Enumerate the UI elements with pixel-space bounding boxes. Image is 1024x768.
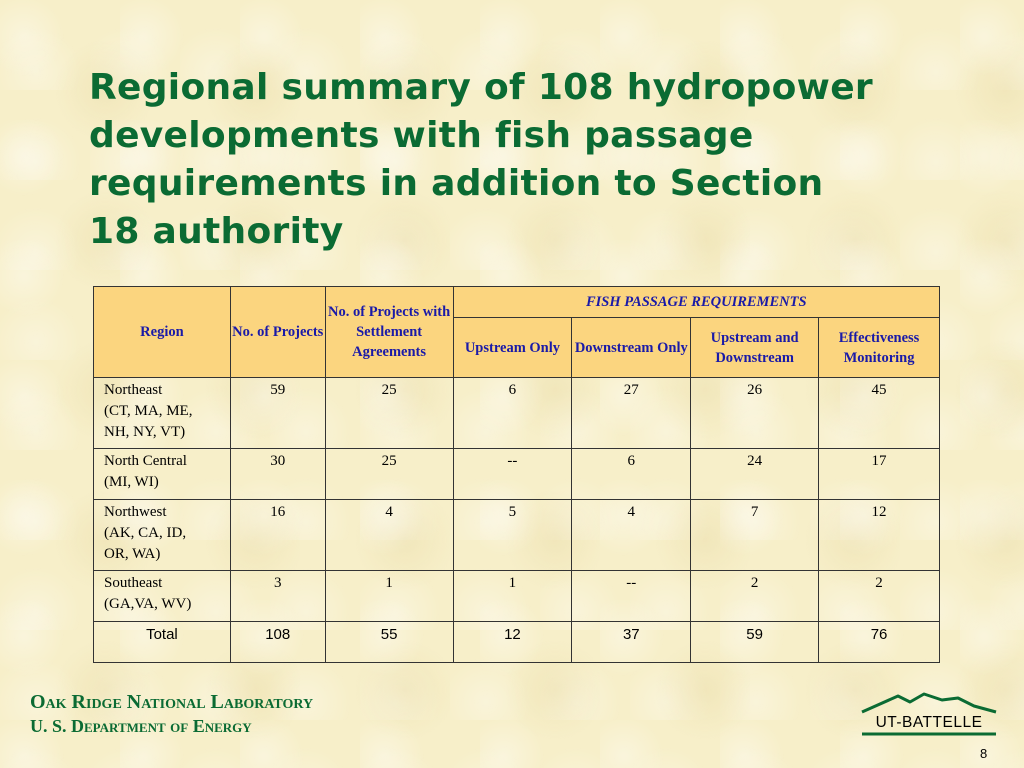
- both-cell: 26: [690, 377, 820, 449]
- projects-cell: 30: [229, 448, 326, 500]
- total-both: 59: [690, 621, 820, 663]
- header-upstream-and-downstream: Upstream and Downstream: [690, 317, 820, 378]
- table-row: North Central (MI, WI) 30 25 -- 6 24 17: [93, 448, 940, 500]
- downstream-cell: 6: [571, 448, 692, 500]
- downstream-cell: --: [571, 570, 692, 622]
- table-header-row: Region No. of Projects No. of Projects w…: [93, 285, 941, 378]
- projects-cell: 59: [229, 377, 326, 449]
- header-upstream-only: Upstream Only: [452, 317, 573, 378]
- monitoring-cell: 45: [818, 377, 940, 449]
- region-cell: Southeast (GA,VA, WV): [93, 570, 231, 622]
- header-fish-passage-requirements: FISH PASSAGE REQUIREMENTS: [452, 285, 941, 319]
- both-cell: 24: [690, 448, 820, 500]
- table-row: Northeast (CT, MA, ME, NH, NY, VT) 59 25…: [93, 377, 940, 449]
- mountain-icon: [861, 692, 997, 736]
- monitoring-cell: 17: [818, 448, 940, 500]
- table-row: Northwest (AK, CA, ID, OR, WA) 16 4 5 4 …: [93, 499, 940, 571]
- header-no-projects: No. of Projects: [229, 286, 326, 378]
- total-upstream: 12: [452, 621, 573, 663]
- lab-name: Oak Ridge National Laboratory: [30, 691, 314, 713]
- downstream-cell: 27: [571, 377, 692, 449]
- table-row: Southeast (GA,VA, WV) 3 1 1 -- 2 2: [93, 570, 940, 622]
- upstream-cell: 6: [452, 377, 573, 449]
- total-monitoring: 76: [818, 621, 940, 663]
- projects-cell: 3: [229, 570, 326, 622]
- both-cell: 2: [690, 570, 820, 622]
- total-downstream: 37: [571, 621, 692, 663]
- settlement-cell: 1: [324, 570, 454, 622]
- logo-text: UT-BATTELLE: [875, 714, 983, 731]
- slide-title: Regional summary of 108 hydropower devel…: [89, 67, 873, 252]
- department-name: U. S. Department of Energy: [30, 716, 252, 736]
- total-projects: 108: [229, 621, 326, 663]
- regional-summary-table: Region No. of Projects No. of Projects w…: [93, 285, 941, 663]
- both-cell: 7: [690, 499, 820, 571]
- region-cell: North Central (MI, WI): [93, 448, 231, 500]
- upstream-cell: 5: [452, 499, 573, 571]
- ut-battelle-logo: UT-BATTELLE: [858, 690, 1000, 740]
- downstream-cell: 4: [571, 499, 692, 571]
- settlement-cell: 4: [324, 499, 454, 571]
- upstream-cell: --: [452, 448, 573, 500]
- region-cell: Northwest (AK, CA, ID, OR, WA): [93, 499, 231, 571]
- table-subheader-row: Upstream Only Downstream Only Upstream a…: [94, 317, 940, 378]
- settlement-cell: 25: [324, 448, 454, 500]
- total-settlement: 55: [324, 621, 454, 663]
- region-cell: Northeast (CT, MA, ME, NH, NY, VT): [93, 377, 231, 449]
- header-settlement-agreements: No. of Projects with Settlement Agreemen…: [324, 286, 454, 378]
- monitoring-cell: 12: [818, 499, 940, 571]
- upstream-cell: 1: [452, 570, 573, 622]
- header-downstream-only: Downstream Only: [571, 317, 692, 378]
- header-region: Region: [93, 286, 231, 378]
- projects-cell: 16: [229, 499, 326, 571]
- total-row: Total 108 55 12 37 59 76: [93, 621, 940, 663]
- total-label: Total: [93, 621, 231, 663]
- settlement-cell: 25: [324, 377, 454, 449]
- header-effectiveness-monitoring: Effectiveness Monitoring: [818, 317, 940, 378]
- monitoring-cell: 2: [818, 570, 940, 622]
- page-number: 8: [980, 746, 988, 761]
